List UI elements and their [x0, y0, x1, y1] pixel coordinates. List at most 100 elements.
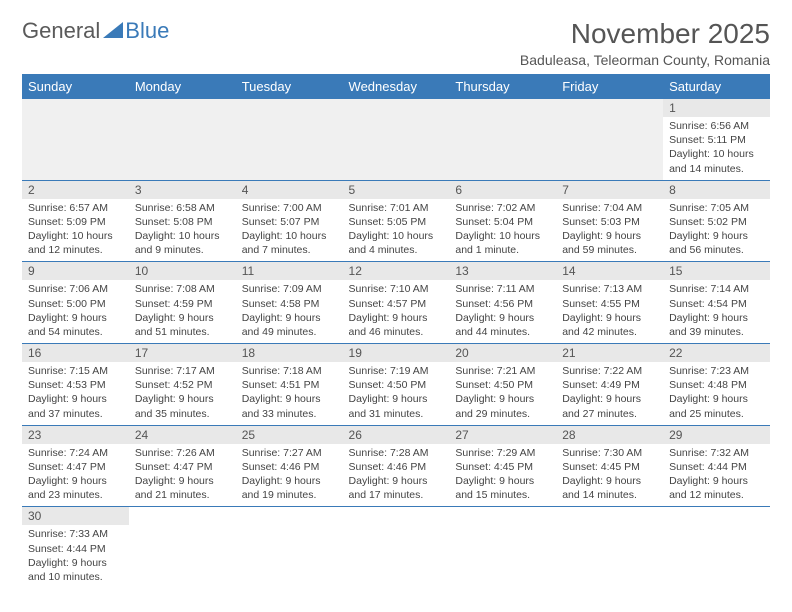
sunrise-text: Sunrise: 7:28 AM — [349, 446, 444, 460]
day-number: 29 — [663, 426, 770, 444]
calendar-cell: 19Sunrise: 7:19 AMSunset: 4:50 PMDayligh… — [343, 344, 450, 426]
sunset-text: Sunset: 4:48 PM — [669, 378, 764, 392]
calendar-cell: 6Sunrise: 7:02 AMSunset: 5:04 PMDaylight… — [449, 180, 556, 262]
day-number: 7 — [556, 181, 663, 199]
sunset-text: Sunset: 4:47 PM — [135, 460, 230, 474]
calendar-cell: 18Sunrise: 7:18 AMSunset: 4:51 PMDayligh… — [236, 344, 343, 426]
calendar-week-row: 1Sunrise: 6:56 AMSunset: 5:11 PMDaylight… — [22, 99, 770, 180]
day-number: 10 — [129, 262, 236, 280]
day-number: 2 — [22, 181, 129, 199]
daylight-text: Daylight: 10 hours and 14 minutes. — [669, 147, 764, 175]
sunrise-text: Sunrise: 7:13 AM — [562, 282, 657, 296]
sunset-text: Sunset: 4:51 PM — [242, 378, 337, 392]
sunrise-text: Sunrise: 7:14 AM — [669, 282, 764, 296]
day-number: 4 — [236, 181, 343, 199]
day-content: Sunrise: 7:13 AMSunset: 4:55 PMDaylight:… — [556, 280, 663, 343]
daylight-text: Daylight: 9 hours and 39 minutes. — [669, 311, 764, 339]
sunrise-text: Sunrise: 6:58 AM — [135, 201, 230, 215]
calendar-cell: 24Sunrise: 7:26 AMSunset: 4:47 PMDayligh… — [129, 425, 236, 507]
calendar-cell: 9Sunrise: 7:06 AMSunset: 5:00 PMDaylight… — [22, 262, 129, 344]
day-content: Sunrise: 7:19 AMSunset: 4:50 PMDaylight:… — [343, 362, 450, 425]
weekday-header: Monday — [129, 74, 236, 99]
sunset-text: Sunset: 4:57 PM — [349, 297, 444, 311]
day-number: 12 — [343, 262, 450, 280]
calendar-cell — [129, 507, 236, 588]
day-content: Sunrise: 7:30 AMSunset: 4:45 PMDaylight:… — [556, 444, 663, 507]
calendar-cell: 30Sunrise: 7:33 AMSunset: 4:44 PMDayligh… — [22, 507, 129, 588]
day-content: Sunrise: 7:02 AMSunset: 5:04 PMDaylight:… — [449, 199, 556, 262]
sunset-text: Sunset: 4:47 PM — [28, 460, 123, 474]
day-content: Sunrise: 7:18 AMSunset: 4:51 PMDaylight:… — [236, 362, 343, 425]
calendar-cell — [236, 507, 343, 588]
calendar-cell: 16Sunrise: 7:15 AMSunset: 4:53 PMDayligh… — [22, 344, 129, 426]
day-number: 25 — [236, 426, 343, 444]
calendar-cell: 13Sunrise: 7:11 AMSunset: 4:56 PMDayligh… — [449, 262, 556, 344]
calendar-cell: 23Sunrise: 7:24 AMSunset: 4:47 PMDayligh… — [22, 425, 129, 507]
day-content: Sunrise: 7:26 AMSunset: 4:47 PMDaylight:… — [129, 444, 236, 507]
page-title: November 2025 — [520, 18, 770, 50]
header: General Blue November 2025 Baduleasa, Te… — [22, 18, 770, 68]
day-number: 14 — [556, 262, 663, 280]
day-content: Sunrise: 7:32 AMSunset: 4:44 PMDaylight:… — [663, 444, 770, 507]
daylight-text: Daylight: 9 hours and 27 minutes. — [562, 392, 657, 420]
calendar-cell: 12Sunrise: 7:10 AMSunset: 4:57 PMDayligh… — [343, 262, 450, 344]
sunset-text: Sunset: 4:55 PM — [562, 297, 657, 311]
day-number: 24 — [129, 426, 236, 444]
sunset-text: Sunset: 4:58 PM — [242, 297, 337, 311]
sunset-text: Sunset: 5:00 PM — [28, 297, 123, 311]
sunset-text: Sunset: 4:46 PM — [242, 460, 337, 474]
daylight-text: Daylight: 9 hours and 31 minutes. — [349, 392, 444, 420]
calendar-cell — [449, 507, 556, 588]
day-content: Sunrise: 7:05 AMSunset: 5:02 PMDaylight:… — [663, 199, 770, 262]
day-content: Sunrise: 7:01 AMSunset: 5:05 PMDaylight:… — [343, 199, 450, 262]
sunset-text: Sunset: 5:03 PM — [562, 215, 657, 229]
daylight-text: Daylight: 9 hours and 15 minutes. — [455, 474, 550, 502]
daylight-text: Daylight: 9 hours and 54 minutes. — [28, 311, 123, 339]
day-number: 9 — [22, 262, 129, 280]
calendar-cell: 17Sunrise: 7:17 AMSunset: 4:52 PMDayligh… — [129, 344, 236, 426]
logo: General Blue — [22, 18, 169, 44]
sunrise-text: Sunrise: 7:02 AM — [455, 201, 550, 215]
calendar-cell: 29Sunrise: 7:32 AMSunset: 4:44 PMDayligh… — [663, 425, 770, 507]
sunrise-text: Sunrise: 7:10 AM — [349, 282, 444, 296]
day-content: Sunrise: 7:06 AMSunset: 5:00 PMDaylight:… — [22, 280, 129, 343]
calendar-cell — [129, 99, 236, 180]
sunset-text: Sunset: 4:50 PM — [455, 378, 550, 392]
weekday-header: Thursday — [449, 74, 556, 99]
sunrise-text: Sunrise: 7:17 AM — [135, 364, 230, 378]
daylight-text: Daylight: 9 hours and 17 minutes. — [349, 474, 444, 502]
day-content: Sunrise: 7:33 AMSunset: 4:44 PMDaylight:… — [22, 525, 129, 588]
daylight-text: Daylight: 9 hours and 51 minutes. — [135, 311, 230, 339]
calendar-cell — [663, 507, 770, 588]
daylight-text: Daylight: 9 hours and 56 minutes. — [669, 229, 764, 257]
calendar-cell: 14Sunrise: 7:13 AMSunset: 4:55 PMDayligh… — [556, 262, 663, 344]
day-content: Sunrise: 7:24 AMSunset: 4:47 PMDaylight:… — [22, 444, 129, 507]
calendar-cell — [236, 99, 343, 180]
calendar-cell: 22Sunrise: 7:23 AMSunset: 4:48 PMDayligh… — [663, 344, 770, 426]
daylight-text: Daylight: 9 hours and 37 minutes. — [28, 392, 123, 420]
calendar-cell: 3Sunrise: 6:58 AMSunset: 5:08 PMDaylight… — [129, 180, 236, 262]
weekday-header: Friday — [556, 74, 663, 99]
day-content: Sunrise: 7:00 AMSunset: 5:07 PMDaylight:… — [236, 199, 343, 262]
sunrise-text: Sunrise: 7:27 AM — [242, 446, 337, 460]
calendar-cell: 8Sunrise: 7:05 AMSunset: 5:02 PMDaylight… — [663, 180, 770, 262]
sunset-text: Sunset: 5:04 PM — [455, 215, 550, 229]
sunset-text: Sunset: 4:45 PM — [562, 460, 657, 474]
day-content: Sunrise: 7:04 AMSunset: 5:03 PMDaylight:… — [556, 199, 663, 262]
sunrise-text: Sunrise: 6:57 AM — [28, 201, 123, 215]
calendar-table: Sunday Monday Tuesday Wednesday Thursday… — [22, 74, 770, 588]
sunset-text: Sunset: 4:49 PM — [562, 378, 657, 392]
calendar-cell: 1Sunrise: 6:56 AMSunset: 5:11 PMDaylight… — [663, 99, 770, 180]
calendar-week-row: 16Sunrise: 7:15 AMSunset: 4:53 PMDayligh… — [22, 344, 770, 426]
calendar-cell: 25Sunrise: 7:27 AMSunset: 4:46 PMDayligh… — [236, 425, 343, 507]
weekday-header: Sunday — [22, 74, 129, 99]
calendar-cell — [556, 99, 663, 180]
daylight-text: Daylight: 9 hours and 14 minutes. — [562, 474, 657, 502]
sunset-text: Sunset: 4:53 PM — [28, 378, 123, 392]
title-block: November 2025 Baduleasa, Teleorman Count… — [520, 18, 770, 68]
page-subtitle: Baduleasa, Teleorman County, Romania — [520, 52, 770, 68]
daylight-text: Daylight: 9 hours and 59 minutes. — [562, 229, 657, 257]
daylight-text: Daylight: 9 hours and 33 minutes. — [242, 392, 337, 420]
calendar-cell: 28Sunrise: 7:30 AMSunset: 4:45 PMDayligh… — [556, 425, 663, 507]
logo-text-1: General — [22, 18, 100, 44]
